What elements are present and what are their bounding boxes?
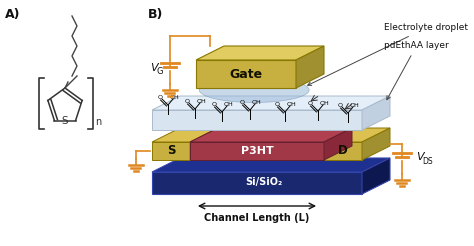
Polygon shape: [152, 172, 362, 194]
Text: O: O: [308, 101, 312, 106]
Polygon shape: [190, 128, 352, 142]
Polygon shape: [324, 128, 390, 142]
Text: OH: OH: [170, 95, 180, 100]
Polygon shape: [362, 158, 390, 194]
Polygon shape: [196, 60, 296, 88]
Text: OH: OH: [252, 100, 262, 105]
Text: O: O: [211, 102, 217, 107]
Polygon shape: [324, 142, 362, 160]
Polygon shape: [190, 142, 324, 160]
Text: P3HT: P3HT: [241, 146, 273, 156]
Text: V: V: [150, 63, 158, 73]
Polygon shape: [152, 158, 390, 172]
Text: O: O: [157, 95, 163, 100]
Text: OH: OH: [287, 102, 297, 107]
Polygon shape: [196, 46, 324, 60]
Text: A): A): [5, 8, 20, 21]
Text: OH: OH: [320, 101, 330, 106]
Text: Channel Length (L): Channel Length (L): [204, 213, 310, 223]
Text: O: O: [274, 102, 280, 107]
Text: pdEthAA layer: pdEthAA layer: [384, 42, 449, 100]
Polygon shape: [296, 46, 324, 88]
Text: Si/SiO₂: Si/SiO₂: [246, 177, 283, 187]
Text: Gate: Gate: [229, 67, 263, 80]
Text: O: O: [239, 100, 245, 105]
Polygon shape: [152, 96, 390, 110]
Text: G: G: [157, 67, 163, 77]
Text: OH: OH: [197, 99, 207, 104]
Text: DS: DS: [423, 156, 433, 166]
Text: OH: OH: [350, 103, 360, 108]
Polygon shape: [362, 96, 390, 130]
Text: S: S: [167, 144, 175, 157]
Text: V: V: [416, 152, 424, 162]
Text: OH: OH: [224, 102, 234, 107]
Polygon shape: [152, 142, 190, 160]
Text: O: O: [337, 103, 343, 108]
Polygon shape: [324, 128, 352, 160]
Polygon shape: [362, 128, 390, 160]
Text: B): B): [148, 8, 164, 21]
Polygon shape: [152, 110, 362, 130]
Ellipse shape: [199, 77, 309, 103]
Polygon shape: [152, 128, 218, 142]
Text: O: O: [184, 99, 190, 104]
Text: S: S: [62, 116, 68, 126]
Text: n: n: [95, 117, 101, 127]
Text: D: D: [338, 144, 348, 157]
Polygon shape: [190, 128, 218, 160]
Text: Electrolyte droplet: Electrolyte droplet: [308, 24, 468, 85]
